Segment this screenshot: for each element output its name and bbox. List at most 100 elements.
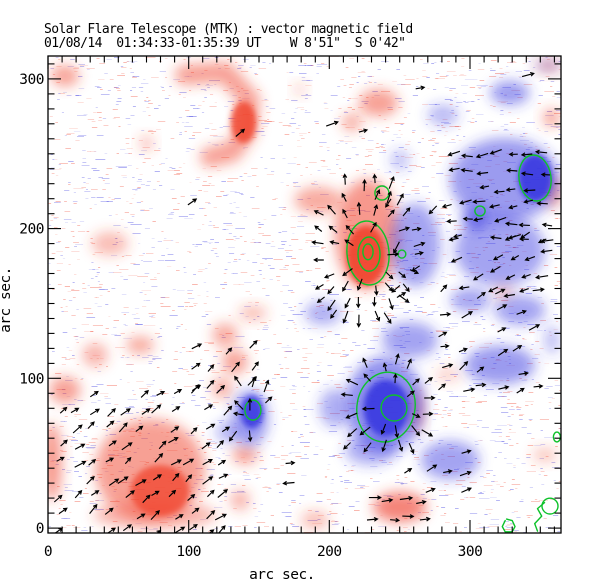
flux-patch xyxy=(455,214,545,286)
field-vector xyxy=(452,233,463,239)
field-vector xyxy=(521,71,535,78)
field-vector xyxy=(60,439,68,447)
field-vector xyxy=(479,184,490,190)
field-vector xyxy=(125,490,135,499)
field-vector xyxy=(191,384,202,392)
flux-patch xyxy=(238,305,267,321)
field-vector xyxy=(488,286,499,293)
field-vector xyxy=(450,256,463,263)
flux-patch xyxy=(50,65,79,87)
field-vector xyxy=(185,474,193,483)
field-contour xyxy=(380,394,408,422)
field-vector xyxy=(461,449,472,454)
field-vector xyxy=(342,310,349,324)
flux-patch xyxy=(125,336,155,355)
field-contour xyxy=(518,154,552,202)
flux-patch xyxy=(344,435,396,466)
flux-patch xyxy=(212,323,238,348)
field-vector xyxy=(508,204,518,210)
field-vector xyxy=(206,379,215,389)
field-vector xyxy=(459,470,472,477)
field-vector xyxy=(89,503,98,514)
field-vector xyxy=(170,426,180,433)
field-vector xyxy=(363,373,372,382)
field-vector xyxy=(265,396,273,404)
field-vector xyxy=(234,400,244,410)
field-vector xyxy=(495,288,506,295)
field-vector xyxy=(326,120,339,127)
field-vector xyxy=(107,408,116,417)
field-vector xyxy=(416,499,427,505)
field-vector xyxy=(475,382,487,388)
field-vector xyxy=(475,152,489,159)
field-vector xyxy=(411,265,421,272)
flux-core xyxy=(130,465,190,517)
field-vector xyxy=(214,513,227,521)
field-vector xyxy=(489,149,502,155)
flux-patch xyxy=(420,440,480,480)
field-vector xyxy=(135,479,147,487)
x-tick-label: 200 xyxy=(317,544,342,560)
field-vector xyxy=(459,199,472,205)
flux-patch xyxy=(427,104,459,126)
field-vector xyxy=(121,442,133,451)
field-vector xyxy=(330,309,338,319)
flux-patch xyxy=(464,345,536,385)
field-vector xyxy=(493,189,505,195)
field-vector xyxy=(342,173,348,185)
flux-core xyxy=(363,379,409,437)
field-vector xyxy=(516,387,525,394)
field-vector xyxy=(426,464,438,472)
field-vector xyxy=(541,222,553,228)
field-vector xyxy=(341,192,347,202)
field-vector xyxy=(533,383,544,389)
field-vector xyxy=(472,199,486,205)
flux-patch xyxy=(319,388,351,428)
field-vector xyxy=(154,452,164,463)
field-vector xyxy=(89,390,99,398)
field-vector xyxy=(381,498,394,503)
field-vector xyxy=(122,524,132,532)
field-vector xyxy=(314,284,324,290)
field-vector xyxy=(313,210,324,216)
field-vector xyxy=(313,257,324,263)
field-vector xyxy=(399,495,414,501)
field-vector xyxy=(532,287,545,292)
field-vector xyxy=(504,235,517,241)
field-vector xyxy=(524,256,536,262)
field-vector xyxy=(202,459,213,466)
field-vector xyxy=(359,426,371,436)
field-vector xyxy=(329,240,340,245)
field-vector xyxy=(187,198,198,206)
field-vector xyxy=(382,362,388,372)
field-vector xyxy=(228,430,238,442)
field-vector xyxy=(396,292,407,298)
field-vector xyxy=(355,296,361,309)
field-vector xyxy=(519,288,529,293)
plot-subtitle: 01/08/14 01:34:33-01:35:39 UT W 8'51" S … xyxy=(44,36,406,51)
y-tick-label: 200 xyxy=(19,222,44,238)
field-vector xyxy=(460,167,473,173)
field-vector xyxy=(440,343,450,349)
field-vector xyxy=(328,225,338,233)
field-vector xyxy=(385,198,392,208)
field-vector xyxy=(366,516,379,522)
field-vector xyxy=(207,364,215,372)
field-vector xyxy=(398,294,410,303)
field-vector xyxy=(404,467,413,474)
field-vector xyxy=(323,273,335,279)
field-vector xyxy=(70,407,80,414)
field-contour xyxy=(541,497,559,515)
field-vector xyxy=(142,494,151,504)
field-contour xyxy=(362,243,374,261)
field-vector xyxy=(168,489,177,498)
field-vector xyxy=(189,524,198,531)
field-vector xyxy=(88,458,97,466)
field-vector xyxy=(448,167,460,172)
field-vector xyxy=(505,274,516,280)
flux-patch xyxy=(490,81,530,105)
field-vector xyxy=(373,204,379,216)
field-vector xyxy=(458,285,470,291)
flux-patch xyxy=(48,423,62,501)
flux-patch xyxy=(533,59,561,71)
